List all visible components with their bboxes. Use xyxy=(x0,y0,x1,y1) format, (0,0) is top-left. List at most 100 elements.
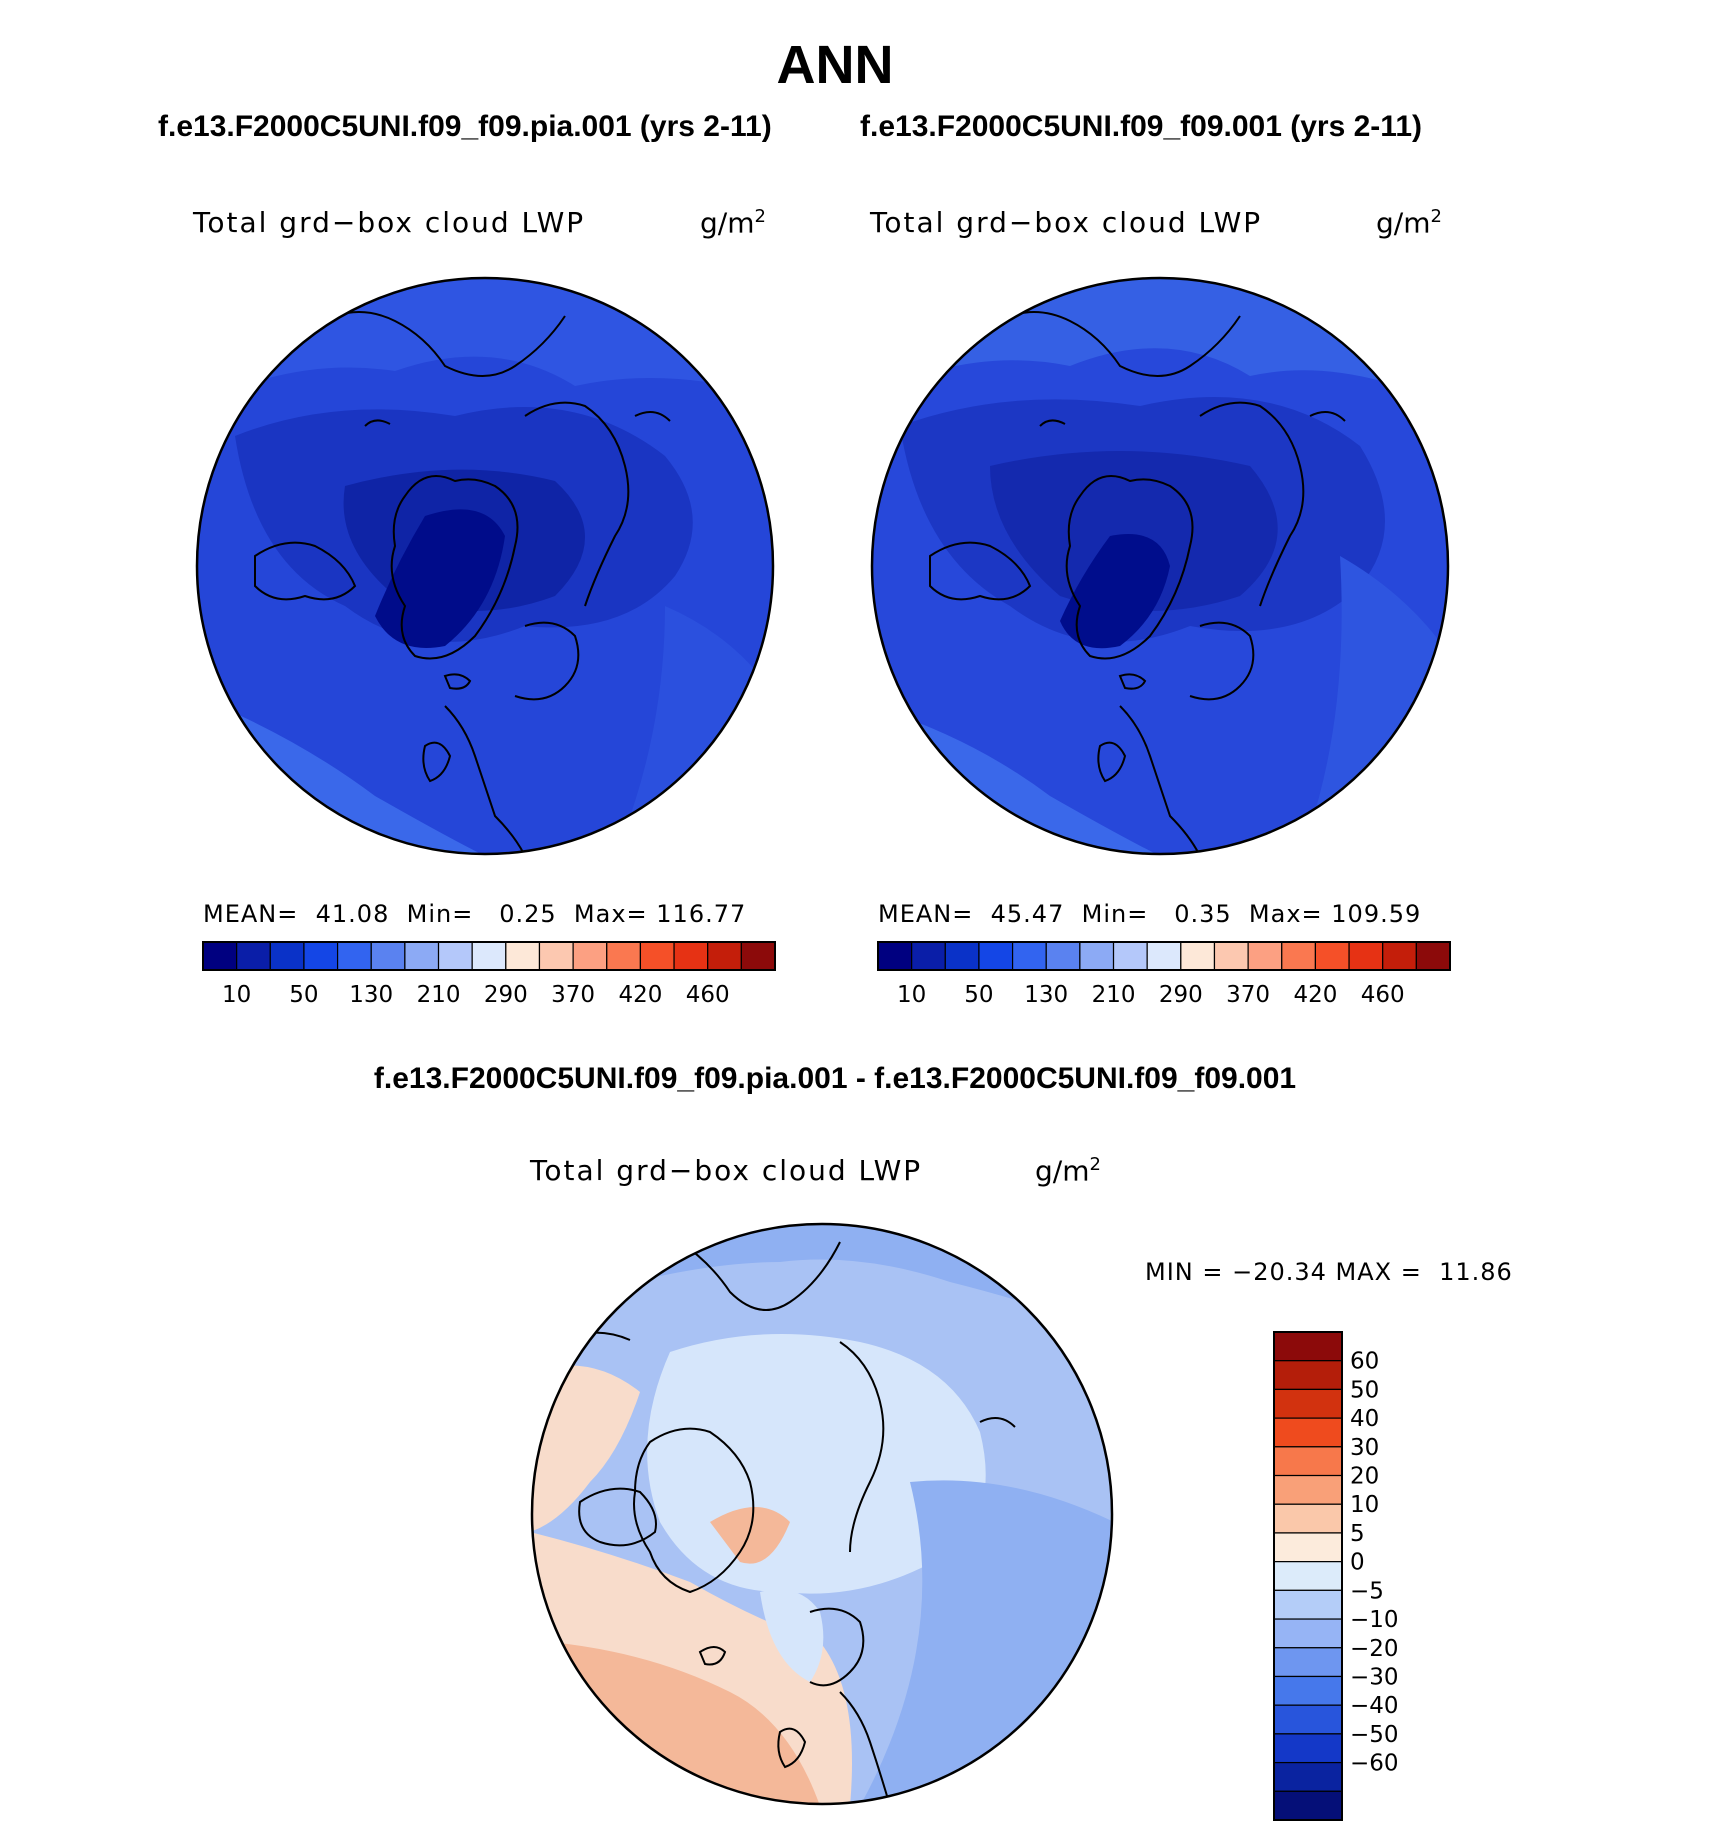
diff-colorbar-swatch xyxy=(1273,1446,1343,1477)
colorbar-swatch xyxy=(471,941,507,971)
diff-colorbar-swatch xyxy=(1273,1417,1343,1448)
diff-colorbar-swatch xyxy=(1273,1790,1343,1821)
map2-boundary xyxy=(870,276,1450,856)
diff-colorbar-swatch xyxy=(1273,1331,1343,1362)
colorbar-swatch xyxy=(1180,941,1216,971)
colorbar-swatch xyxy=(1079,941,1115,971)
diff-colorbar-tick-label: −30 xyxy=(1350,1664,1399,1690)
panel2-units: g/m2 xyxy=(1376,206,1442,240)
colorbar-swatch xyxy=(303,941,339,971)
diff-colorbar-swatch xyxy=(1273,1675,1343,1706)
colorbar-swatch xyxy=(1146,941,1182,971)
colorbar-swatch xyxy=(707,941,742,971)
diff-colorbar-swatch xyxy=(1273,1618,1343,1649)
colorbar-swatch xyxy=(1112,941,1148,971)
colorbar-swatch xyxy=(978,941,1014,971)
diff-title: f.e13.F2000C5UNI.f09_f09.pia.001 - f.e13… xyxy=(373,1062,1297,1095)
diff-colorbar-tick-label: 50 xyxy=(1350,1377,1379,1403)
diff-colorbar-swatch xyxy=(1273,1704,1343,1735)
colorbar-swatch xyxy=(269,941,305,971)
colorbar-tick-label: 460 xyxy=(686,982,730,1008)
colorbar-swatch xyxy=(370,941,406,971)
panel2-polar-map xyxy=(870,276,1450,856)
diff-colorbar-swatch xyxy=(1273,1761,1343,1792)
diff-colorbar-swatch xyxy=(1273,1360,1343,1391)
map2-greenland-min xyxy=(1060,534,1170,649)
colorbar-swatch xyxy=(1011,941,1047,971)
colorbar-swatch xyxy=(606,941,642,971)
diff-greenland-salmon xyxy=(710,1507,790,1564)
diff-colorbar-tick-label: 30 xyxy=(1350,1435,1379,1461)
case2-title: f.e13.F2000C5UNI.f09_f09.001 (yrs 2-11) xyxy=(860,110,1423,143)
diff-pacific-peach xyxy=(532,1365,640,1532)
colorbar-swatch xyxy=(336,941,372,971)
panel1-stats: MEAN= 41.08 Min= 0.25 Max= 116.77 xyxy=(203,900,747,928)
diff-colorbar-tick-label: −50 xyxy=(1350,1722,1399,1748)
diff-colorbar-tick-label: 5 xyxy=(1350,1521,1365,1547)
colorbar-swatch xyxy=(1382,941,1417,971)
colorbar-tick-label: 370 xyxy=(551,982,595,1008)
colorbar-swatch xyxy=(639,941,675,971)
colorbar-swatch xyxy=(1348,941,1384,971)
diff-colorbar-swatch xyxy=(1273,1532,1343,1563)
colorbar-swatch xyxy=(673,941,709,971)
diff-colorbar-swatch xyxy=(1273,1647,1343,1678)
diff-colorbar-swatch xyxy=(1273,1733,1343,1764)
diff-colorbar-tick-label: 40 xyxy=(1350,1406,1379,1432)
panel1-colorbar: 10 50 130 210 290 370 420 460 xyxy=(202,941,776,1008)
panel1-variable-title: Total grd−box cloud LWP xyxy=(193,206,586,239)
diff-colorbar-tick-label: −60 xyxy=(1350,1751,1399,1777)
colorbar-tick-label: 50 xyxy=(964,982,993,1008)
colorbar-swatch xyxy=(1281,941,1317,971)
case1-title: f.e13.F2000C5UNI.f09_f09.pia.001 (yrs 2-… xyxy=(158,110,772,143)
panel2-colorbar: 10 50 130 210 290 370 420 460 xyxy=(877,941,1451,1008)
colorbar-tick-label: 290 xyxy=(484,982,528,1008)
colorbar-tick-label: 210 xyxy=(1092,982,1136,1008)
colorbar-swatch xyxy=(1213,941,1249,971)
colorbar-tick-label: 130 xyxy=(1024,982,1068,1008)
diff-variable-title: Total grd−box cloud LWP xyxy=(530,1154,923,1187)
colorbar-swatch xyxy=(202,941,238,971)
colorbar-swatch xyxy=(1415,941,1451,971)
colorbar-tick-label: 420 xyxy=(1293,982,1337,1008)
diff-colorbar-swatch xyxy=(1273,1474,1343,1505)
colorbar-tick-label: 290 xyxy=(1159,982,1203,1008)
panel1-units: g/m2 xyxy=(700,206,766,240)
colorbar-tick-label: 130 xyxy=(349,982,393,1008)
diff-colorbar-tick-label: 10 xyxy=(1350,1492,1379,1518)
panel2-variable-title: Total grd−box cloud LWP xyxy=(870,206,1263,239)
colorbar-tick-label: 50 xyxy=(289,982,318,1008)
colorbar-tick-label: 420 xyxy=(618,982,662,1008)
colorbar-tick-label: 370 xyxy=(1226,982,1270,1008)
diff-minmax: MIN = −20.34 MAX = 11.86 xyxy=(1145,1258,1513,1286)
diff-colorbar-swatch xyxy=(1273,1503,1343,1534)
diff-colorbar-tick-label: 20 xyxy=(1350,1464,1379,1490)
colorbar-swatch xyxy=(538,941,574,971)
diff-colorbar-tick-label: −10 xyxy=(1350,1607,1399,1633)
map1-boundary xyxy=(195,276,775,856)
diff-colorbar-swatch xyxy=(1273,1589,1343,1620)
colorbar-swatch xyxy=(404,941,440,971)
colorbar-tick-label: 210 xyxy=(417,982,461,1008)
diff-colorbar-tick-label: −40 xyxy=(1350,1693,1399,1719)
colorbar-swatch xyxy=(572,941,608,971)
diff-coastlines xyxy=(569,1241,1016,1804)
diff-greenland-light xyxy=(760,1589,824,1682)
colorbar-swatch xyxy=(911,941,946,971)
diff-polar-map xyxy=(530,1222,1114,1806)
colorbar-swatch xyxy=(944,941,980,971)
colorbar-swatch xyxy=(740,941,776,971)
diff-colorbar-tick-label: 60 xyxy=(1350,1349,1379,1375)
diff-colorbar-tick-label: 0 xyxy=(1350,1550,1365,1576)
season-title: ANN xyxy=(776,35,894,95)
colorbar-swatch xyxy=(877,941,913,971)
colorbar-swatch xyxy=(1314,941,1350,971)
diff-units: g/m2 xyxy=(1035,1154,1101,1188)
map2-central-region xyxy=(990,451,1278,611)
colorbar-swatch xyxy=(437,941,473,971)
panel1-polar-map xyxy=(195,276,775,856)
colorbar-tick-label: 460 xyxy=(1361,982,1405,1008)
panel2-stats: MEAN= 45.47 Min= 0.35 Max= 109.59 xyxy=(878,900,1422,928)
colorbar-tick-label: 10 xyxy=(222,982,251,1008)
